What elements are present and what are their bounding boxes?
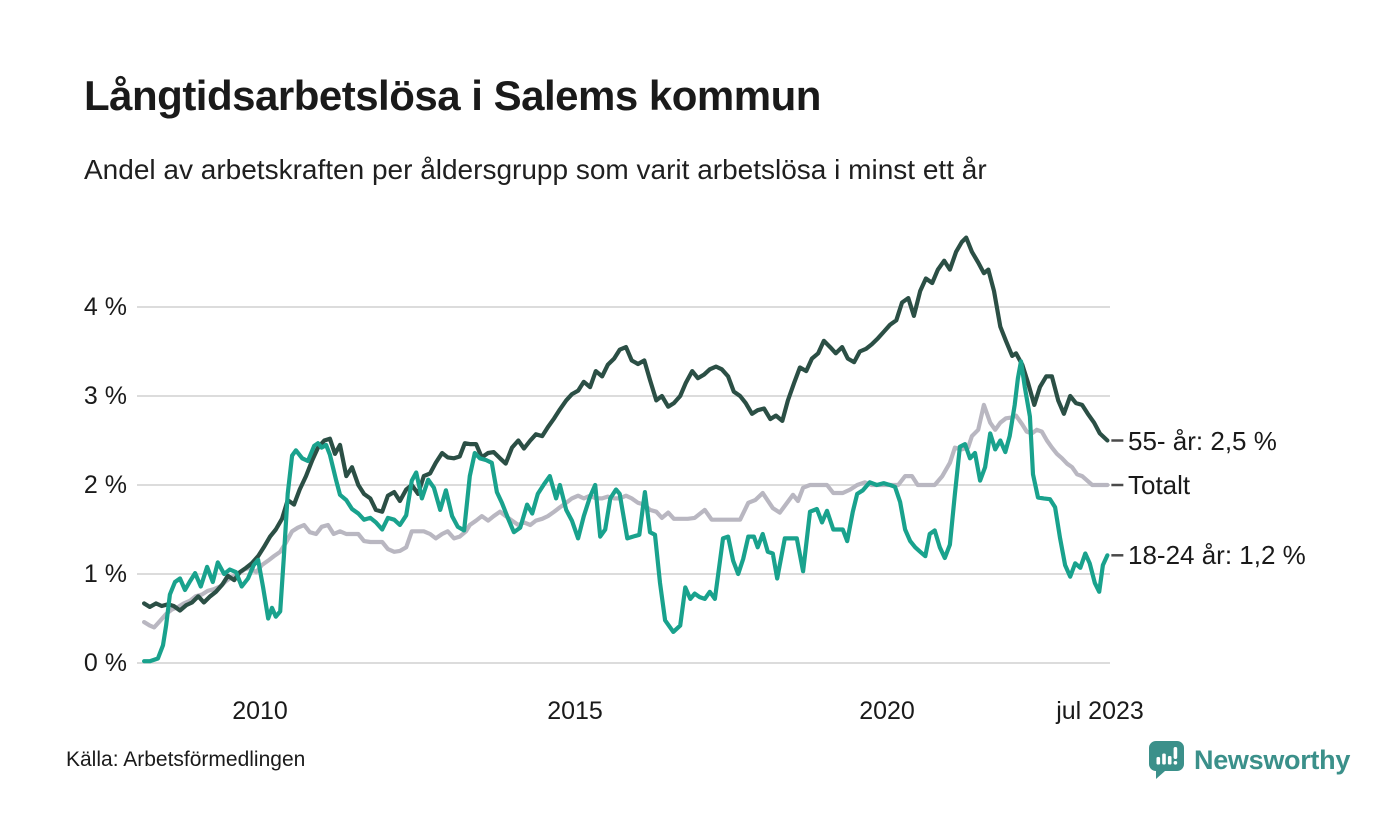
newsworthy-logo: Newsworthy: [1148, 740, 1350, 780]
y-tick-4pct: 4 %: [83, 293, 127, 321]
series-line-55: [142, 235, 1110, 613]
x-tick-2015: 2015: [547, 697, 603, 725]
end-label-18-24-ar: 18-24 år: 1,2 %: [1128, 540, 1306, 571]
y-tick-1pct: 1 %: [83, 560, 127, 588]
page-title: Långtidsarbetslösa i Salems kommun: [84, 72, 821, 119]
x-tick-2010: 2010: [232, 697, 288, 725]
x-tick-jul-2023: jul 2023: [1056, 697, 1144, 725]
page-subtitle: Andel av arbetskraften per åldersgrupp s…: [84, 154, 987, 185]
x-tick-2020: 2020: [859, 697, 915, 725]
y-tick-2pct: 2 %: [83, 471, 127, 499]
series-line-totalt: [142, 402, 1110, 630]
y-tick-3pct: 3 %: [83, 382, 127, 410]
y-tick-0pct: 0 %: [83, 649, 127, 677]
end-label-totalt: Totalt: [1128, 470, 1191, 500]
end-label-55-ar: 55- år: 2,5 %: [1128, 425, 1277, 456]
source-caption: Källa: Arbetsförmedlingen: [66, 748, 306, 771]
newsworthy-logo-icon: [1149, 741, 1184, 779]
series-line-1824: [142, 359, 1110, 664]
newsworthy-logo-text: Newsworthy: [1194, 744, 1351, 775]
